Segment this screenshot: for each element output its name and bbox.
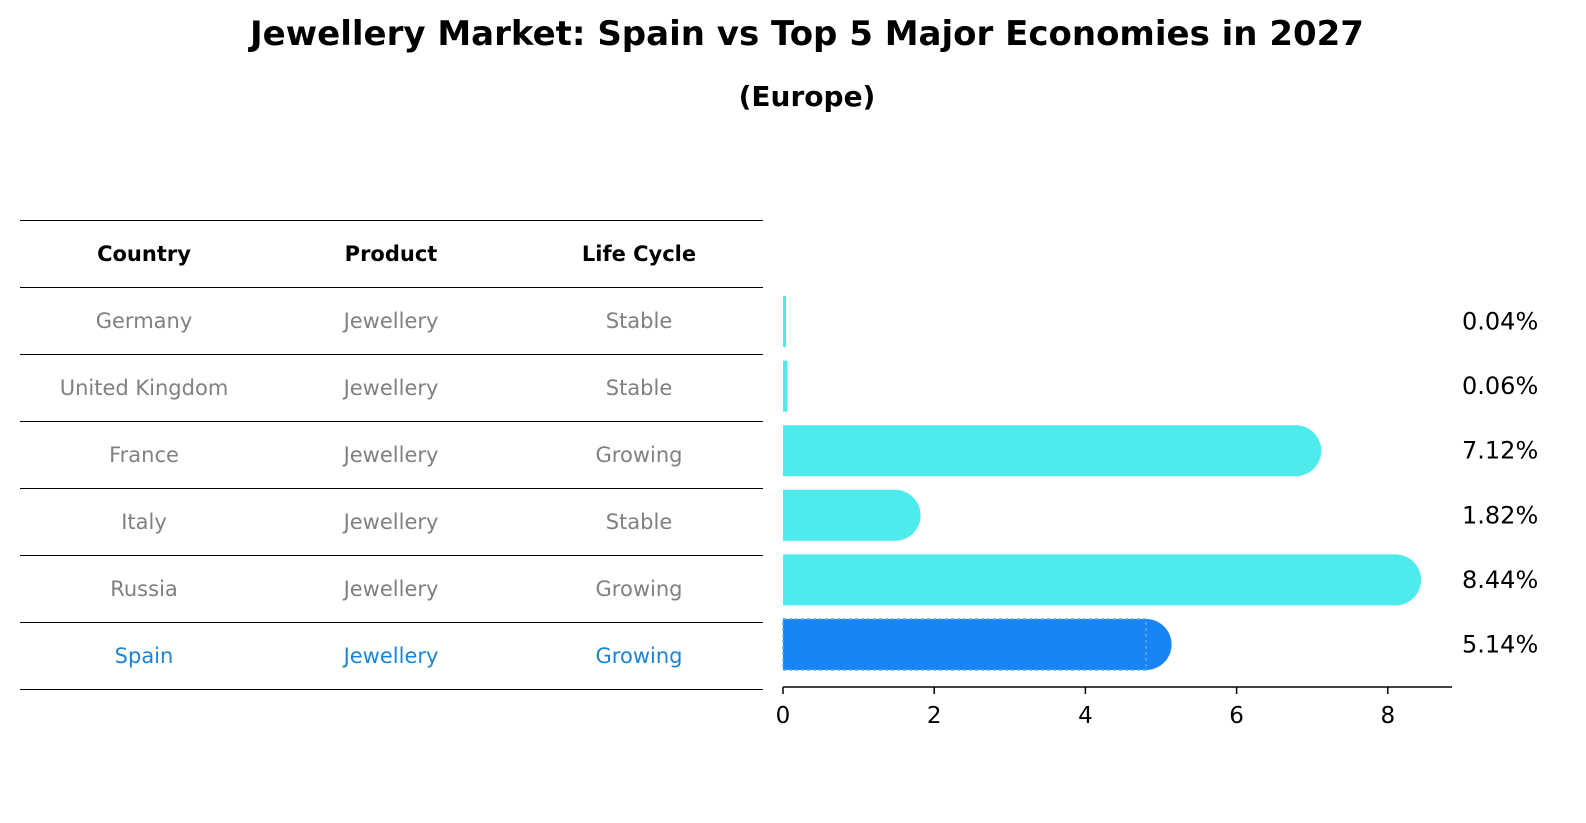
x-tick-label: 6: [1229, 703, 1244, 729]
cell-product: Jewellery: [343, 577, 439, 601]
bar-russia: [783, 554, 1422, 606]
table-row: Germany Jewellery Stable: [20, 287, 763, 354]
cell-product: Jewellery: [343, 376, 439, 400]
chart-subtitle: (Europe): [738, 80, 876, 113]
cell-life-cycle: Stable: [605, 376, 673, 400]
bar-spain: [783, 619, 1172, 670]
cell-country: United Kingdom: [59, 376, 229, 400]
cell-life-cycle: Growing: [595, 577, 683, 601]
table-row: Spain Jewellery Growing: [20, 622, 763, 690]
cell-life-cycle: Stable: [605, 510, 673, 534]
comparison-table: Country Product Life Cycle Germany Jewell…: [20, 220, 763, 690]
value-label: 7.12%: [1462, 437, 1538, 465]
x-tick-label: 8: [1380, 703, 1395, 729]
x-tick-label: 4: [1078, 703, 1093, 729]
value-label: 8.44%: [1462, 566, 1538, 594]
cell-life-cycle: Growing: [595, 644, 683, 668]
cell-country: Spain: [114, 644, 174, 668]
cell-life-cycle: Growing: [595, 443, 683, 467]
x-tick-label: 0: [776, 703, 791, 729]
cell-product: Jewellery: [343, 309, 439, 333]
cell-country: France: [109, 443, 179, 467]
value-label: 0.04%: [1462, 308, 1538, 336]
chart-title: Jewellery Market: Spain vs Top 5 Major E…: [250, 14, 1364, 54]
cell-country: Germany: [95, 309, 193, 333]
header-life-cycle: Life Cycle: [581, 242, 697, 266]
cell-product: Jewellery: [343, 644, 439, 668]
value-label: 5.14%: [1462, 631, 1538, 659]
cell-country: Italy: [121, 510, 167, 534]
bar-germany: [783, 296, 787, 347]
header-country: Country: [97, 242, 191, 266]
value-label: 1.82%: [1462, 501, 1538, 529]
cell-country: Russia: [110, 577, 178, 601]
table-header-row: Country Product Life Cycle: [20, 220, 763, 287]
bar-chart: 0.04% 0.06% 7.12% 1.82% 8.44% 5.14% 0 2 4 6 8: [776, 296, 1538, 729]
cell-product: Jewellery: [343, 443, 439, 467]
table-row: Italy Jewellery Stable: [20, 488, 763, 555]
bar-united-kingdom: [783, 360, 788, 412]
header-product: Product: [344, 242, 438, 266]
table-row: France Jewellery Growing: [20, 421, 763, 488]
bar-italy: [783, 489, 921, 541]
table-row: Russia Jewellery Growing: [20, 555, 763, 622]
bar-france: [783, 425, 1322, 477]
cell-product: Jewellery: [343, 510, 439, 534]
cell-life-cycle: Stable: [605, 309, 673, 333]
value-label: 0.06%: [1462, 372, 1538, 400]
table-row: United Kingdom Jewellery Stable: [20, 354, 763, 421]
x-tick-label: 2: [927, 703, 942, 729]
highlight-bar-outline: [782, 618, 1147, 671]
